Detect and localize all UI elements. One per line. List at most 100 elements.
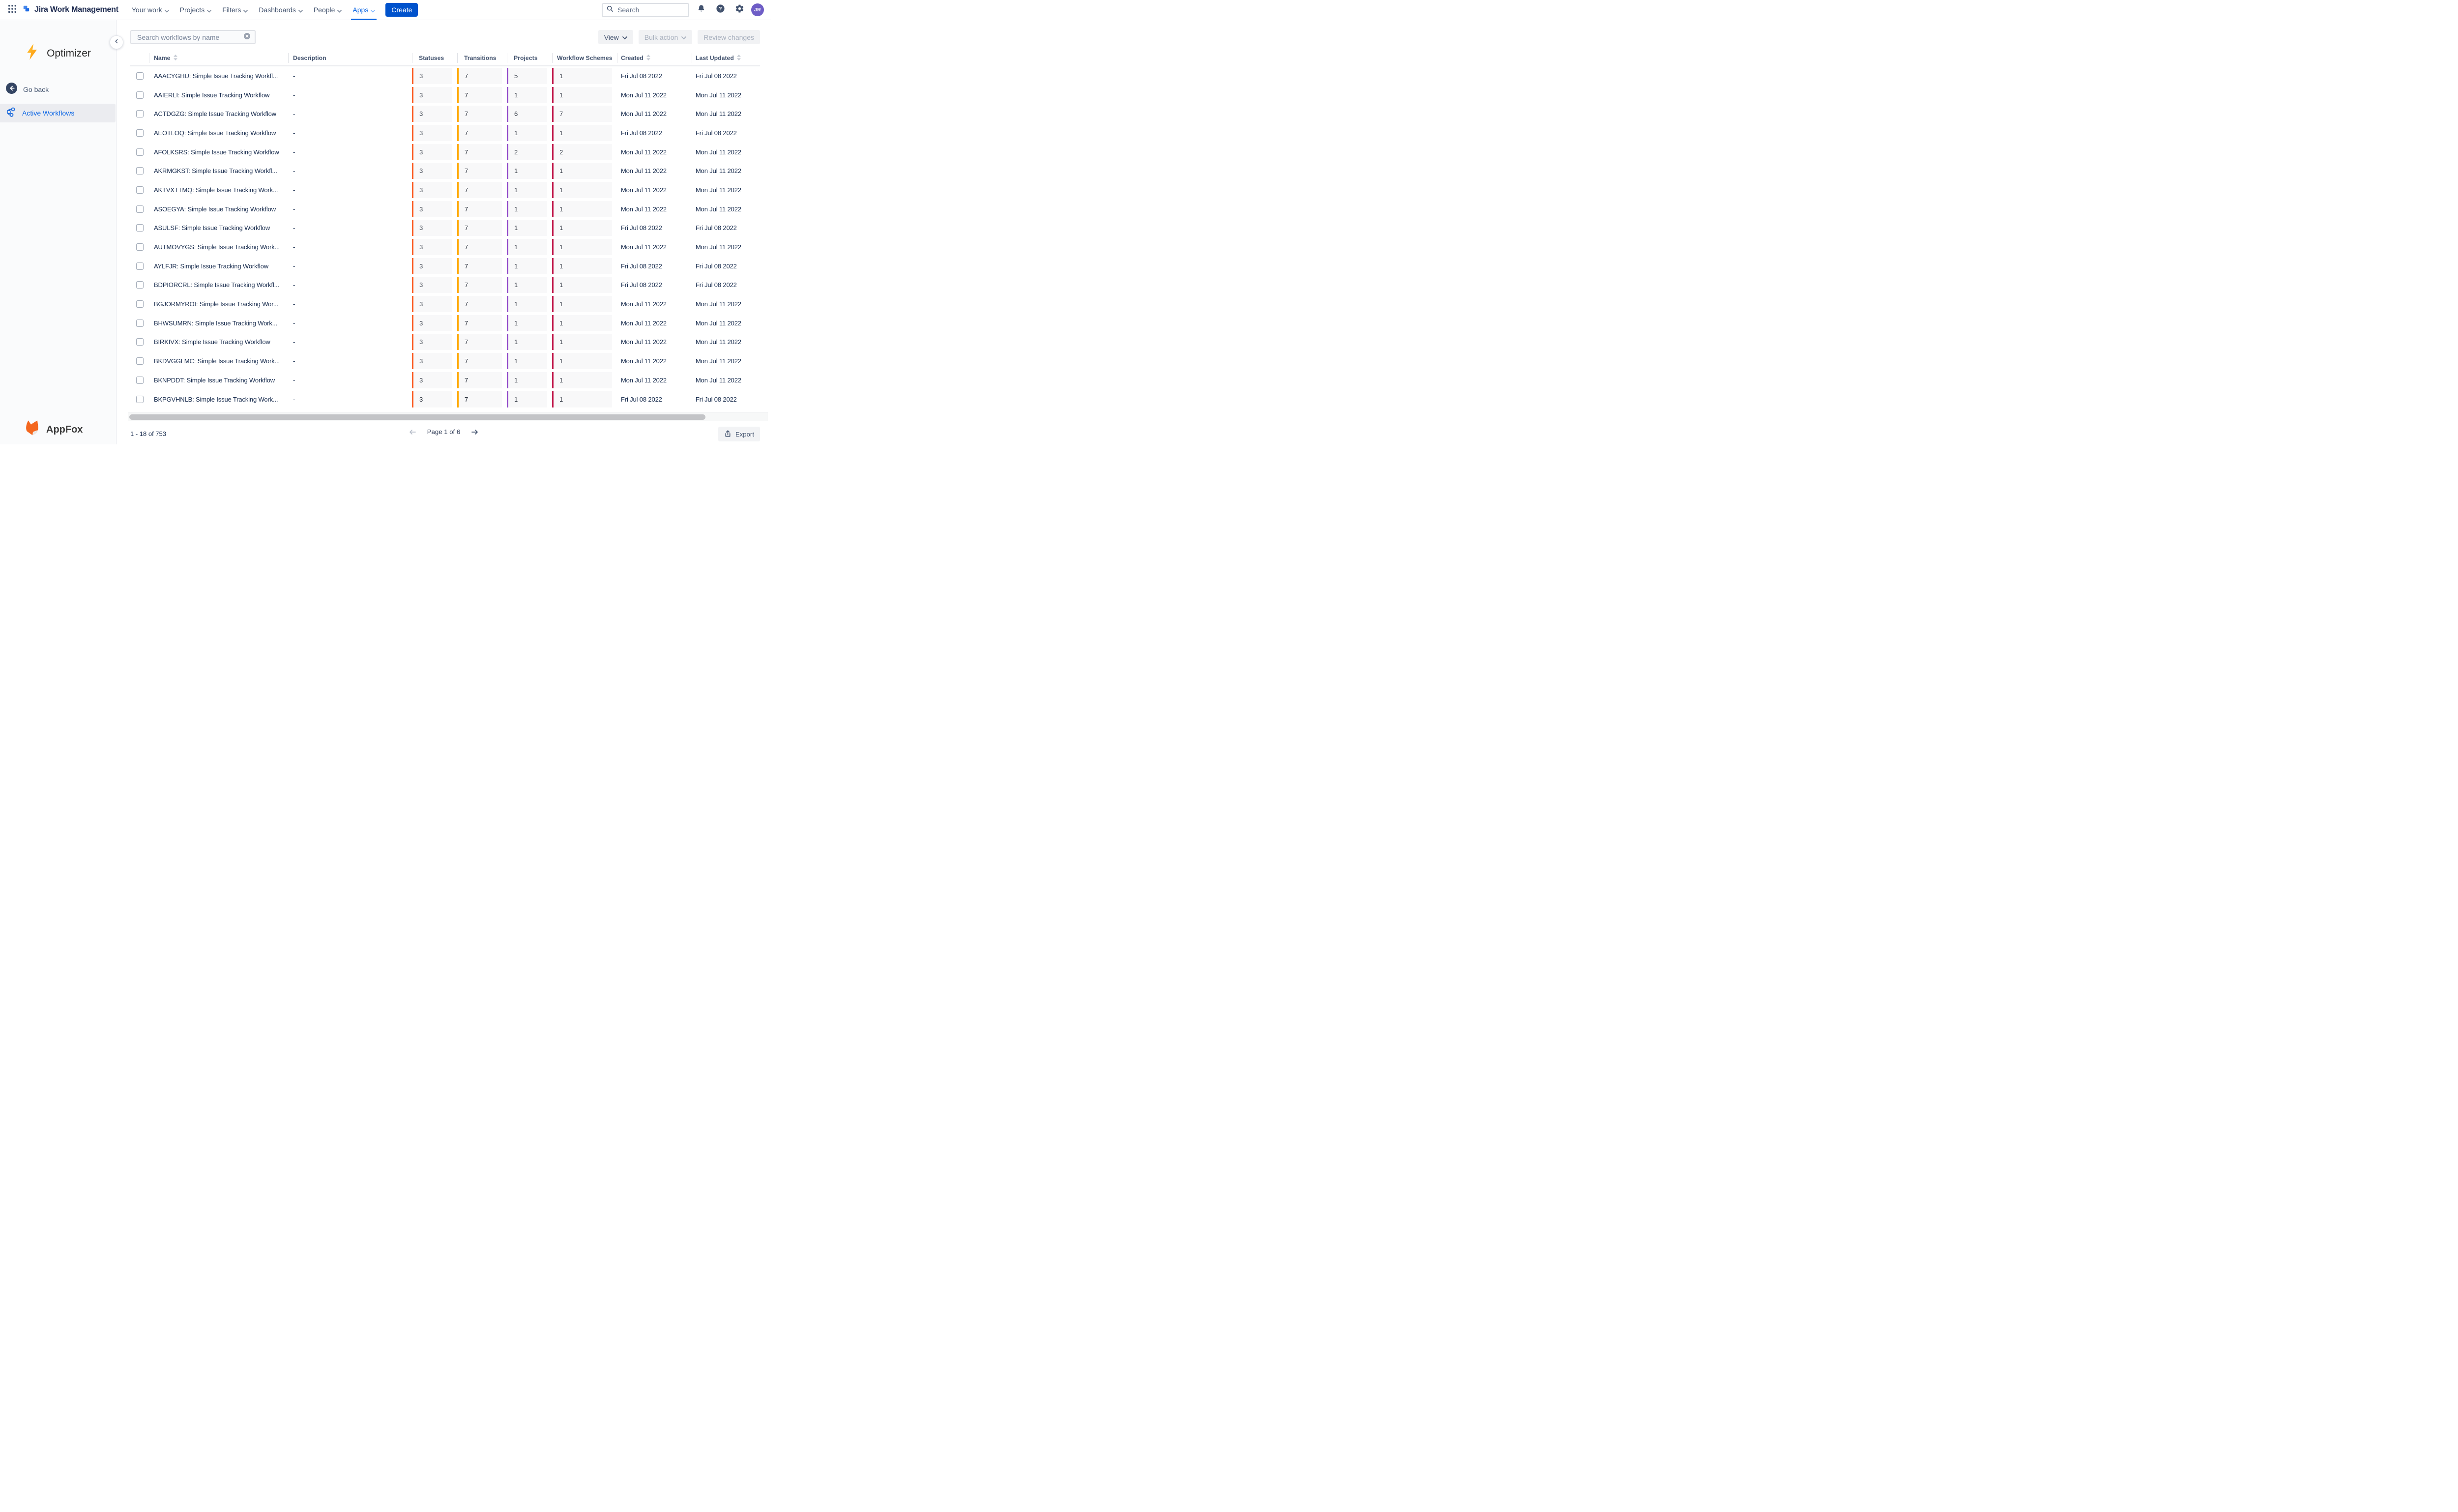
optimizer-logo: Optimizer	[0, 41, 116, 66]
row-checkbox[interactable]	[136, 377, 144, 384]
appfox-logo: AppFox	[23, 419, 83, 441]
column-header-created[interactable]: Created	[617, 53, 692, 63]
statuses-count: 3	[412, 106, 452, 122]
transitions-count: 7	[457, 277, 502, 293]
view-button[interactable]: View	[598, 30, 633, 44]
workflow-description: -	[288, 276, 412, 295]
nav-item-filters[interactable]: Filters	[217, 0, 253, 20]
jira-home-link[interactable]: Jira Work Management	[22, 4, 118, 16]
row-checkbox[interactable]	[136, 72, 144, 80]
table-row: AKTVXTTMQ: Simple Issue Tracking Work...…	[130, 180, 760, 200]
app-switcher-button[interactable]	[5, 2, 20, 17]
statuses-count: 3	[412, 277, 452, 293]
settings-button[interactable]	[732, 2, 747, 17]
workflow-search[interactable]	[130, 30, 256, 44]
workflow-name: AFOLKSRS: Simple Issue Tracking Workflow	[149, 143, 288, 162]
pagination: Page 1 of 6	[117, 428, 771, 436]
created-date: Mon Jul 11 2022	[617, 200, 692, 219]
transitions-count: 7	[457, 68, 502, 84]
updated-date: Mon Jul 11 2022	[692, 143, 760, 162]
svg-text:?: ?	[719, 6, 722, 12]
column-header-statuses: Statuses	[412, 53, 457, 63]
go-back-button[interactable]: Go back	[6, 83, 49, 96]
table-header: Name Description Statuses Transitions Pr…	[130, 51, 760, 65]
next-page-button[interactable]	[471, 429, 479, 436]
column-header-last-updated[interactable]: Last Updated	[692, 53, 760, 63]
projects-count: 1	[507, 87, 547, 103]
row-checkbox[interactable]	[136, 338, 144, 346]
nav-item-projects[interactable]: Projects	[175, 0, 217, 20]
row-checkbox[interactable]	[136, 300, 144, 308]
nav-item-people[interactable]: People	[308, 0, 348, 20]
export-button[interactable]: Export	[718, 427, 760, 441]
workflow-icon	[6, 107, 16, 119]
table-toolbar: View Bulk action Review changes	[598, 30, 760, 44]
transitions-count: 7	[457, 372, 502, 388]
workflow-description: -	[288, 294, 412, 314]
row-checkbox[interactable]	[136, 320, 144, 327]
chevron-down-icon	[337, 6, 342, 14]
page-label: Page 1 of 6	[427, 428, 460, 436]
nav-item-your-work[interactable]: Your work	[126, 0, 175, 20]
row-checkbox[interactable]	[136, 224, 144, 232]
app-title: Jira Work Management	[34, 5, 118, 14]
workflow-name: BIRKIVX: Simple Issue Tracking Workflow	[149, 333, 288, 352]
table-row: ASULSF: Simple Issue Tracking Workflow -…	[130, 219, 760, 238]
updated-date: Fri Jul 08 2022	[692, 66, 760, 86]
table-row: ACTDGZG: Simple Issue Tracking Workflow …	[130, 104, 760, 123]
workflow-description: -	[288, 180, 412, 200]
projects-count: 1	[507, 220, 547, 236]
row-checkbox[interactable]	[136, 167, 144, 174]
horizontal-scrollbar-thumb[interactable]	[129, 414, 705, 420]
transitions-count: 7	[457, 258, 502, 274]
created-date: Fri Jul 08 2022	[617, 390, 692, 409]
row-checkbox[interactable]	[136, 205, 144, 213]
sidebar-collapse-button[interactable]	[110, 35, 123, 49]
column-header-name[interactable]: Name	[149, 53, 288, 63]
notifications-button[interactable]	[694, 2, 708, 17]
row-checkbox[interactable]	[136, 243, 144, 251]
table-row: BDPIORCRL: Simple Issue Tracking Workfl.…	[130, 276, 760, 295]
table-row: BGJORMYROI: Simple Issue Tracking Wor...…	[130, 294, 760, 314]
workflow-description: -	[288, 390, 412, 409]
export-upload-icon	[724, 430, 732, 439]
row-checkbox[interactable]	[136, 186, 144, 194]
projects-count: 1	[507, 201, 547, 217]
workflow-schemes-count: 1	[552, 372, 612, 388]
column-header-transitions: Transitions	[457, 53, 507, 63]
workflow-name: BKPGVHNLB: Simple Issue Tracking Work...	[149, 390, 288, 409]
bulk-action-button: Bulk action	[639, 30, 692, 44]
projects-count: 2	[507, 144, 547, 160]
workflow-schemes-count: 1	[552, 277, 612, 293]
workflow-search-input[interactable]	[136, 33, 243, 42]
row-checkbox[interactable]	[136, 110, 144, 117]
row-checkbox[interactable]	[136, 129, 144, 137]
workflow-schemes-count: 1	[552, 296, 612, 312]
row-checkbox[interactable]	[136, 281, 144, 289]
nav-item-apps[interactable]: Apps	[347, 0, 380, 20]
workflow-schemes-count: 1	[552, 353, 612, 369]
statuses-count: 3	[412, 353, 452, 369]
workflow-schemes-count: 1	[552, 258, 612, 274]
create-button[interactable]: Create	[385, 3, 418, 17]
workflow-schemes-count: 1	[552, 87, 612, 103]
clear-search-icon[interactable]	[243, 32, 251, 42]
global-search-input[interactable]	[616, 5, 684, 14]
user-avatar[interactable]: JR	[751, 3, 764, 16]
transitions-count: 7	[457, 220, 502, 236]
nav-item-dashboards[interactable]: Dashboards	[253, 0, 308, 20]
global-search[interactable]	[602, 3, 689, 17]
row-checkbox[interactable]	[136, 357, 144, 365]
projects-count: 1	[507, 163, 547, 179]
appfox-brand-name: AppFox	[46, 424, 83, 436]
help-button[interactable]: ?	[713, 2, 728, 17]
row-checkbox[interactable]	[136, 396, 144, 403]
created-date: Fri Jul 08 2022	[617, 123, 692, 143]
workflow-name: BKDVGGLMC: Simple Issue Tracking Work...	[149, 351, 288, 371]
workflow-name: BHWSUMRN: Simple Issue Tracking Work...	[149, 314, 288, 333]
row-checkbox[interactable]	[136, 148, 144, 156]
row-checkbox[interactable]	[136, 91, 144, 99]
row-checkbox[interactable]	[136, 262, 144, 270]
column-header-description: Description	[288, 53, 412, 63]
sidebar-item-active-workflows[interactable]: Active Workflows	[0, 104, 116, 122]
